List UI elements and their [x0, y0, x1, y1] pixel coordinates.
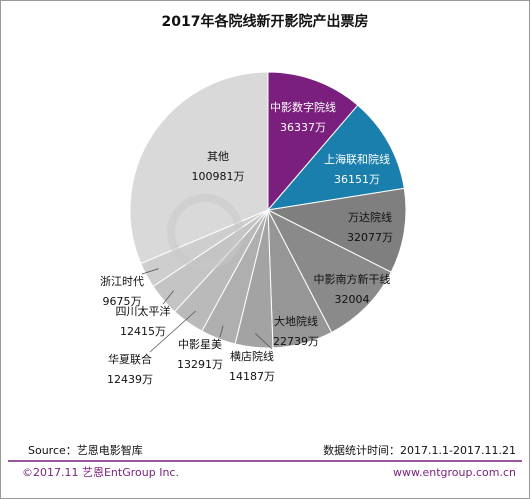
- watermark: [167, 194, 243, 270]
- leader-line: [219, 325, 224, 338]
- slice-label: 中影南方新干线: [314, 272, 391, 286]
- leader-line: [255, 333, 273, 350]
- value-label: 12439万: [107, 373, 153, 386]
- value-label: 12415万: [120, 325, 166, 338]
- slice-label: 上海联和院线: [324, 152, 390, 166]
- chart-title: 2017年各院线新开影院产出票房: [162, 13, 369, 30]
- website: www.entgroup.com.cn: [393, 466, 516, 479]
- pie-slice: [267, 71, 359, 212]
- value-label: 22739万: [273, 335, 319, 348]
- value-label: 32004: [335, 293, 370, 306]
- leader-line: [149, 310, 196, 353]
- slice-label: 万达院线: [348, 210, 392, 224]
- value-label: 9675万: [103, 295, 142, 308]
- value-label: 36337万: [280, 121, 326, 134]
- leader-line: [162, 290, 174, 305]
- pie-slice: [266, 104, 405, 211]
- value-label: 36151万: [334, 173, 380, 186]
- pie-slice: [266, 208, 392, 334]
- slice-label: 大地院线: [274, 314, 318, 328]
- slice-label: 四川太平洋: [116, 304, 171, 318]
- slice-label: 横店院线: [230, 349, 274, 363]
- date-range: 数据统计时间：2017.1.1-2017.11.21: [323, 443, 516, 457]
- copyright: ©2017.11 艺恩EntGroup Inc.: [22, 466, 179, 479]
- slice-label: 其他: [207, 150, 229, 163]
- source: Source：艺恩电影智库: [28, 443, 143, 457]
- value-label: 14187万: [229, 370, 275, 383]
- pie-slice: [266, 187, 407, 273]
- value-label: 13291万: [177, 358, 223, 371]
- slice-label: 中影数字院线: [270, 100, 336, 114]
- value-label: 100981万: [192, 170, 245, 183]
- value-label: 32077万: [347, 231, 393, 244]
- slice-label: 华夏联合: [108, 352, 152, 366]
- slice-label: 中影星美: [178, 338, 222, 351]
- slice-label: 浙江时代: [100, 275, 144, 288]
- leader-line: [141, 268, 159, 275]
